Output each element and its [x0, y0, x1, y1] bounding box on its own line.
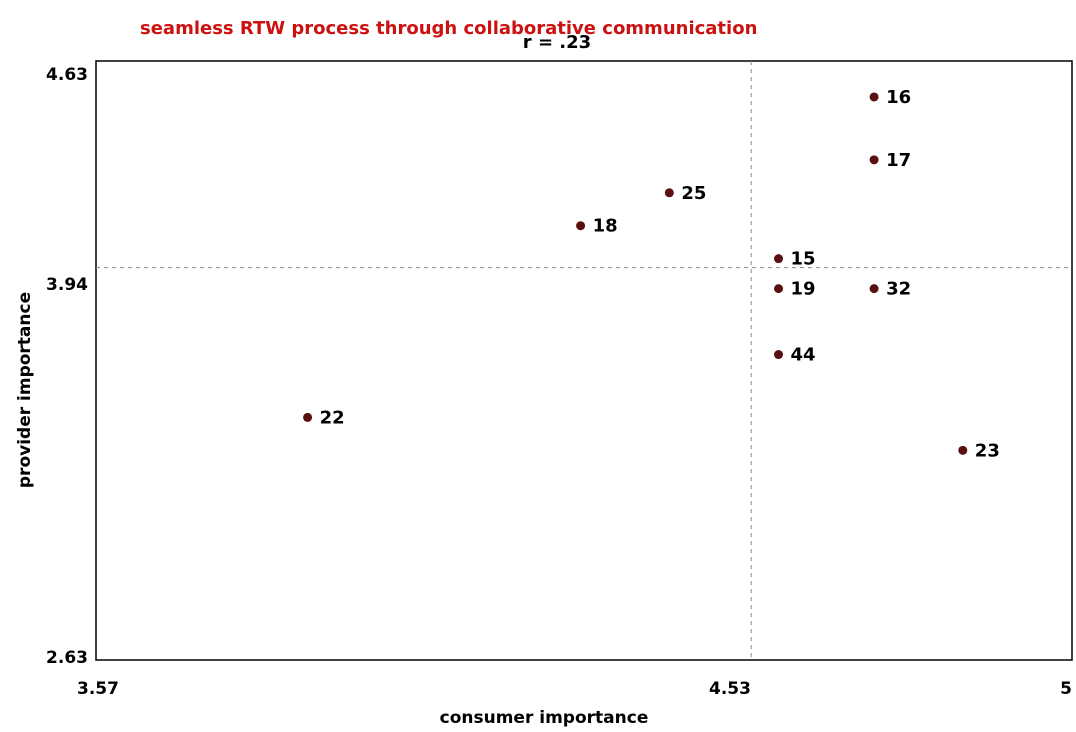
- y-axis-label: provider importance: [15, 292, 35, 488]
- data-point-label-19: 19: [791, 279, 816, 300]
- data-point-label-15: 15: [791, 249, 816, 270]
- data-point-32: [869, 284, 879, 294]
- data-point-23: [958, 445, 968, 455]
- data-point-15: [774, 254, 784, 264]
- data-point-18: [576, 221, 586, 231]
- plot-frame: [95, 60, 1073, 661]
- data-point-label-16: 16: [886, 87, 911, 108]
- y-tick-label-top: 4.63: [46, 65, 88, 85]
- data-point-16: [869, 92, 879, 102]
- data-point-label-23: 23: [975, 440, 1000, 461]
- data-point-label-17: 17: [886, 150, 911, 171]
- data-point-label-25: 25: [681, 183, 706, 204]
- data-point-label-18: 18: [593, 216, 618, 237]
- x-axis-label: consumer importance: [440, 708, 649, 728]
- data-point-19: [774, 284, 784, 294]
- data-points: 16 17 25 18 15 19 32 44 22 23: [303, 87, 1000, 461]
- y-tick-label-bottom: 2.63: [46, 648, 88, 668]
- data-point-label-22: 22: [320, 407, 345, 428]
- x-tick-label-left: 3.57: [77, 679, 119, 699]
- data-point-25: [664, 188, 674, 198]
- data-point-label-32: 32: [886, 279, 911, 300]
- data-point-17: [869, 155, 879, 165]
- x-tick-label-mid: 4.53: [709, 679, 751, 699]
- x-tick-label-right: 5: [1060, 679, 1072, 699]
- data-point-label-44: 44: [791, 345, 816, 366]
- data-point-22: [303, 412, 313, 422]
- chart-title: seamless RTW process through collaborati…: [140, 18, 757, 39]
- y-tick-label-mid: 3.94: [46, 275, 88, 295]
- data-point-44: [774, 350, 784, 360]
- chart-subtitle: r = .23: [523, 32, 591, 53]
